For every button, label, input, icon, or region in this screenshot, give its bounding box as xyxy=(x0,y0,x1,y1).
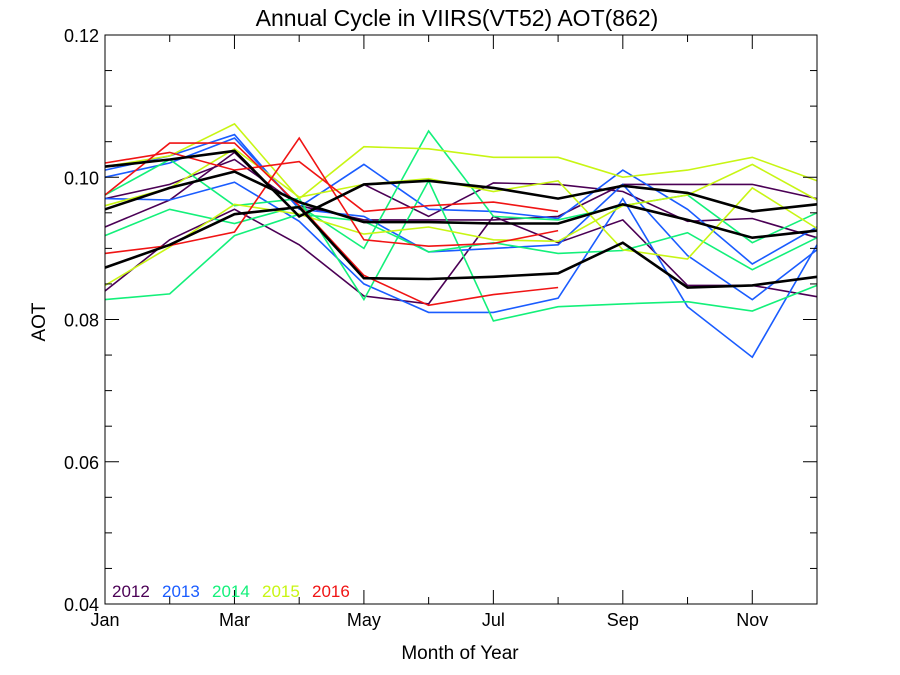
series-line-17 xyxy=(104,205,818,289)
legend: 2012 2013 2014 2015 2016 xyxy=(112,582,350,601)
series-line-3 xyxy=(104,158,818,221)
legend-item-2013: 2013 xyxy=(162,582,200,601)
legend-item-2012: 2012 xyxy=(112,582,150,601)
series-line-9 xyxy=(104,213,818,301)
series-line-1 xyxy=(104,151,818,239)
series-line-2 xyxy=(104,208,818,305)
x-tick-label: Nov xyxy=(736,610,768,630)
x-tick-label: Jul xyxy=(482,610,505,630)
legend-item-2014: 2014 xyxy=(212,582,250,601)
series-line-14 xyxy=(104,136,559,255)
chart-title: Annual Cycle in VIIRS(VT52) AOT(862) xyxy=(256,5,659,31)
y-tick-label: 0.04 xyxy=(64,595,99,615)
legend-item-2015: 2015 xyxy=(262,582,300,601)
series-line-8 xyxy=(104,129,818,250)
y-tick-label: 0.08 xyxy=(64,311,99,331)
y-tick-label: 0.06 xyxy=(64,453,99,473)
x-tick-label: Sep xyxy=(607,610,639,630)
series-line-15 xyxy=(104,151,559,213)
plot-frame xyxy=(104,34,818,605)
series-line-7 xyxy=(104,158,818,322)
series-line-16 xyxy=(104,170,818,240)
series-line-11 xyxy=(104,163,818,287)
y-tick-label: 0.12 xyxy=(64,26,99,46)
plot-area: 0.04 0.06 0.08 0.10 0.12 Jan Mar May Jul Sep Nov xyxy=(64,26,818,630)
legend-item-2016: 2016 xyxy=(312,582,350,601)
series-line-4 xyxy=(104,137,818,265)
y-axis-label: AOT xyxy=(29,302,50,341)
x-axis-label: Month of Year xyxy=(401,643,519,664)
x-tick-label: Jan xyxy=(90,610,119,630)
x-tick-label: Mar xyxy=(219,610,250,630)
series-line-18 xyxy=(104,149,818,218)
series-line-13 xyxy=(104,142,559,307)
series-line-10 xyxy=(104,122,818,200)
series-line-5 xyxy=(104,181,818,359)
x-tick-label: May xyxy=(347,610,381,630)
y-tick-label: 0.10 xyxy=(64,168,99,188)
series-line-6 xyxy=(104,133,818,301)
